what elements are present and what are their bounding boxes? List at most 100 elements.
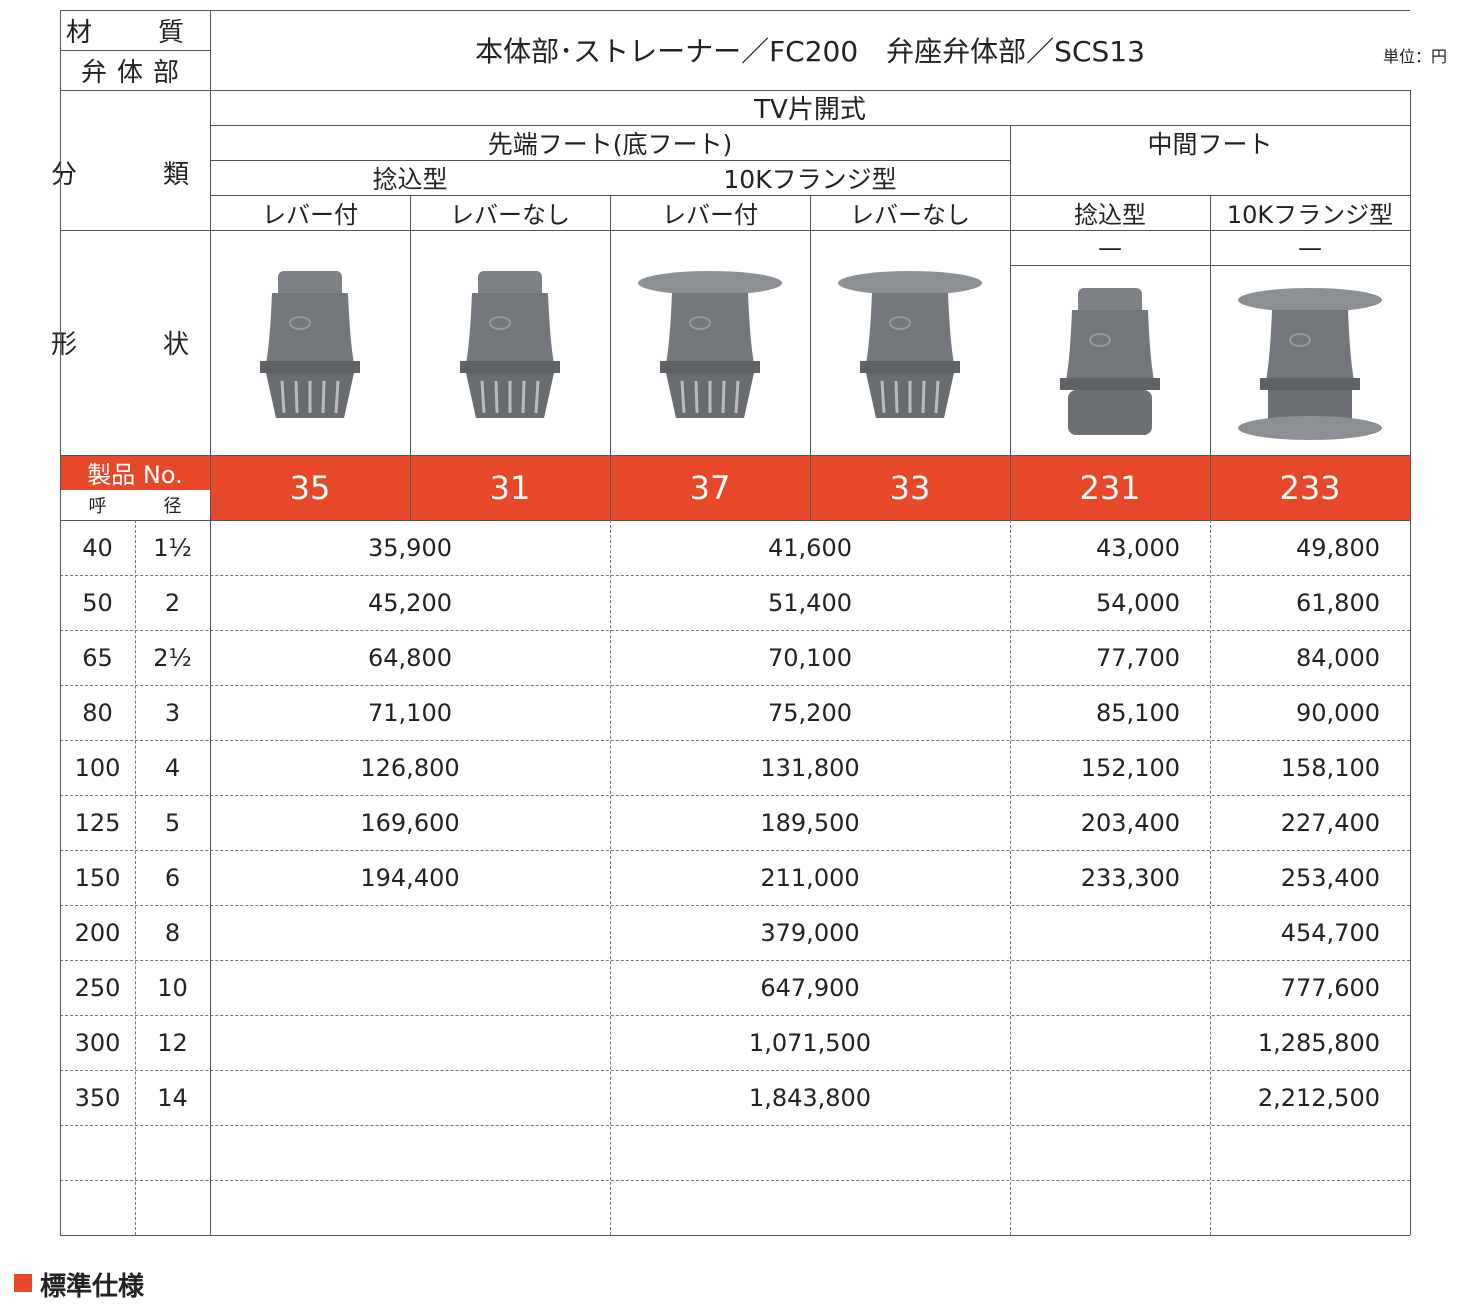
rule	[60, 630, 1410, 631]
price: 227,400	[1280, 808, 1380, 837]
price: 126,800	[360, 753, 460, 782]
price: 1,071,500	[748, 1028, 872, 1057]
product-no: 37	[610, 455, 810, 520]
size-mm: 40	[82, 533, 113, 562]
product-image	[810, 230, 1010, 455]
size-mm: 300	[74, 1028, 121, 1057]
subgroup-label: 捻込型	[1074, 201, 1146, 229]
heading-marker	[14, 1274, 32, 1292]
price: 2,212,500	[1257, 1083, 1380, 1112]
rule	[60, 455, 1410, 456]
rule	[810, 195, 811, 520]
valve-illustration	[460, 270, 560, 418]
size-mm: 350	[74, 1083, 121, 1112]
rule	[1010, 520, 1011, 1235]
price: 41,600	[768, 533, 852, 562]
price: 189,500	[760, 808, 860, 837]
variant-label: —	[1298, 233, 1322, 262]
rule	[410, 195, 411, 520]
price: 75,200	[768, 698, 852, 727]
rule	[135, 520, 136, 1235]
price: 203,400	[1080, 808, 1180, 837]
price: 85,100	[1096, 698, 1180, 727]
rule	[60, 960, 1410, 961]
rule	[60, 10, 1410, 11]
type: TV片開式	[754, 95, 866, 125]
price: 194,400	[360, 863, 460, 892]
size-inch: 12	[157, 1028, 188, 1057]
price: 35,900	[368, 533, 452, 562]
header-label: 分 類	[51, 160, 220, 190]
price: 90,000	[1296, 698, 1380, 727]
rule	[60, 1015, 1410, 1016]
size-inch: 8	[164, 918, 181, 947]
product-no: 233	[1210, 455, 1410, 520]
product-no: 31	[410, 455, 610, 520]
price: 54,000	[1096, 588, 1180, 617]
size-mm: 125	[74, 808, 121, 837]
group-label: 先端フート(底フート)	[487, 129, 733, 159]
rule	[60, 850, 1410, 851]
size-mm: 150	[74, 863, 121, 892]
subgroup-label: 10Kフランジ型	[1226, 201, 1394, 229]
product-image	[1010, 265, 1210, 455]
price: 1,285,800	[1257, 1028, 1380, 1057]
size-inch: 3	[164, 698, 181, 727]
rule	[60, 575, 1410, 576]
price: 84,000	[1296, 643, 1380, 672]
valve-illustration	[1238, 288, 1382, 440]
rule	[60, 740, 1410, 741]
rule	[1410, 90, 1411, 1235]
price: 777,600	[1280, 973, 1380, 1002]
size-inch: 2	[164, 588, 181, 617]
price: 233,300	[1080, 863, 1180, 892]
price: 70,100	[768, 643, 852, 672]
product-image	[410, 230, 610, 455]
rule	[610, 195, 611, 520]
valve-illustration	[260, 270, 360, 418]
price: 131,800	[760, 753, 860, 782]
subgroup-label: 10Kフランジ型	[723, 164, 897, 194]
price: 152,100	[1080, 753, 1180, 782]
price: 647,900	[760, 973, 860, 1002]
size-mm: 65	[82, 643, 113, 672]
size-mm: 80	[82, 698, 113, 727]
price: 77,700	[1096, 643, 1180, 672]
size-mm: 250	[74, 973, 121, 1002]
price: 379,000	[760, 918, 860, 947]
valve-illustration	[638, 270, 782, 418]
rule	[1210, 195, 1211, 520]
variant-label: レバー付	[662, 201, 758, 229]
rule	[60, 1235, 1410, 1236]
product-no: 35	[210, 455, 410, 520]
rule	[1210, 520, 1211, 1235]
size-inch: 4	[164, 753, 181, 782]
size-inch: 10	[157, 973, 188, 1002]
price: 49,800	[1296, 533, 1380, 562]
variant-label: レバー付	[262, 201, 358, 229]
rule	[60, 1070, 1410, 1071]
price: 51,400	[768, 588, 852, 617]
product-no-label: 製品 No.	[60, 455, 210, 490]
product-no: 231	[1010, 455, 1210, 520]
price: 169,600	[360, 808, 460, 837]
rule	[60, 685, 1410, 686]
rule	[60, 1180, 1410, 1181]
rule	[210, 125, 1410, 126]
price: 1,843,800	[748, 1083, 872, 1112]
group-label: 中間フート	[1147, 129, 1273, 159]
rule	[60, 520, 1410, 521]
product-image	[1210, 265, 1410, 455]
rule	[60, 230, 210, 231]
rule	[210, 10, 211, 1235]
rule	[60, 905, 1410, 906]
rule	[60, 795, 1410, 796]
size-inch: 5	[164, 808, 181, 837]
variant-label: レバーなし	[450, 201, 570, 229]
price: 61,800	[1296, 588, 1380, 617]
rule	[60, 10, 61, 1235]
size-inch: 1½	[153, 533, 192, 562]
price: 43,000	[1096, 533, 1180, 562]
price: 253,400	[1280, 863, 1380, 892]
